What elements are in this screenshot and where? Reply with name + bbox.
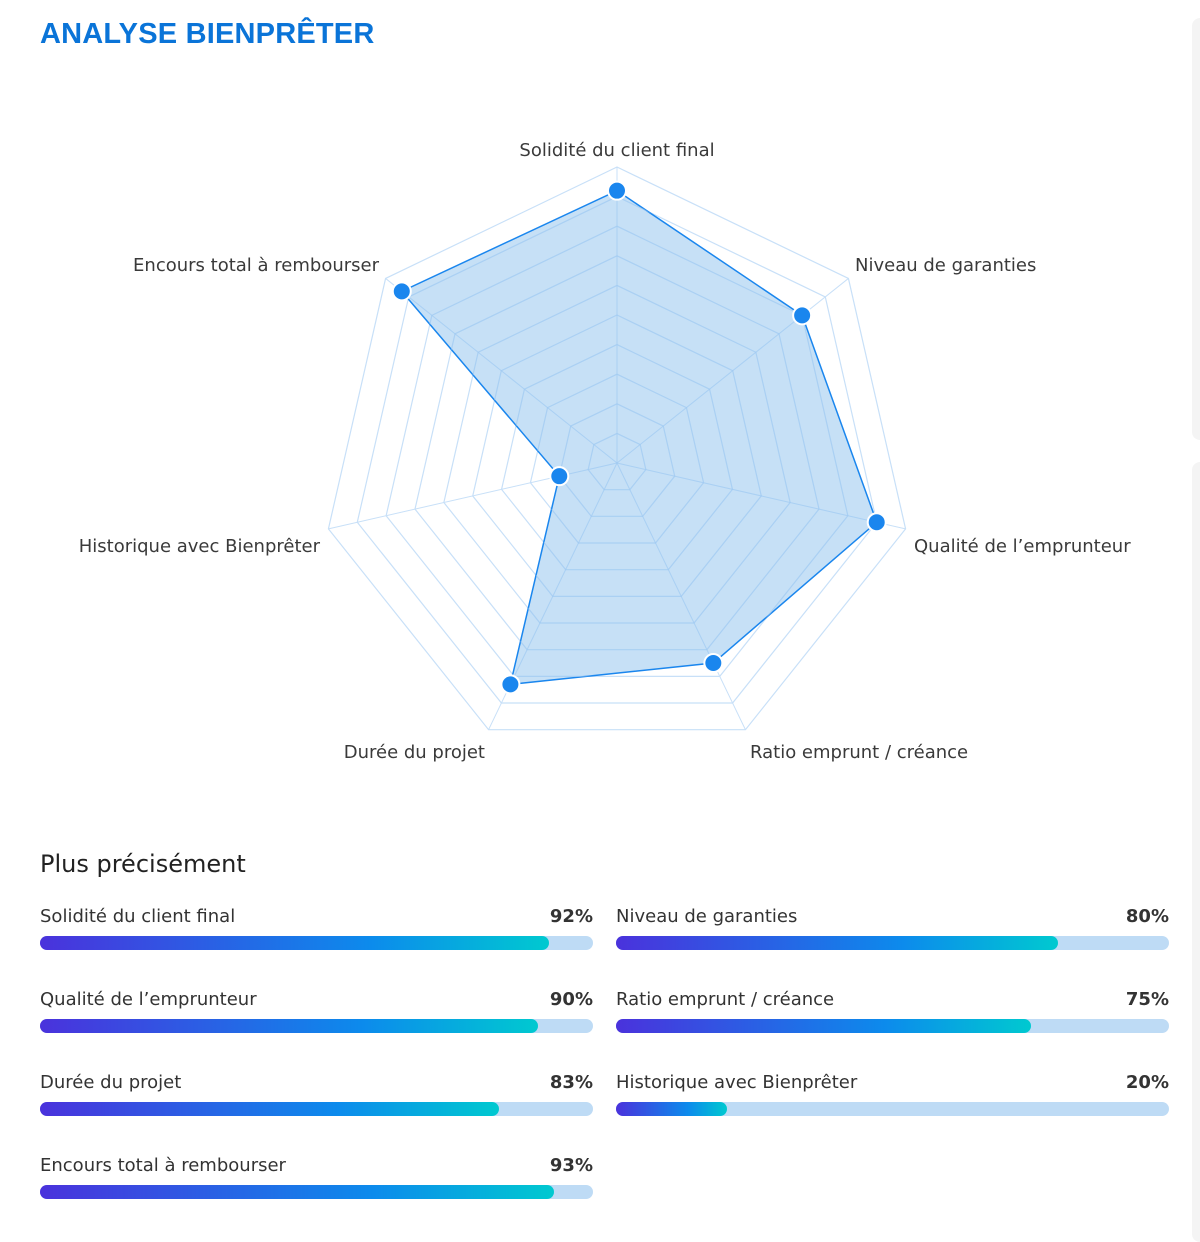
axis-label: Qualité de l’emprunteur xyxy=(914,536,1131,557)
grid-spoke xyxy=(488,462,618,685)
progress-track xyxy=(40,1019,593,1033)
section-title: Plus précisément xyxy=(40,850,246,878)
score-label: Qualité de l’emprunteur xyxy=(40,989,257,1010)
score-item: Niveau de garanties 80% xyxy=(616,906,1169,966)
grid-spoke xyxy=(401,278,618,464)
progress-fill xyxy=(616,936,1059,950)
side-panel xyxy=(1192,18,1200,440)
score-percent: 80% xyxy=(1125,906,1169,927)
grid-ring xyxy=(529,373,705,544)
score-item: Qualité de l’emprunteur 90% xyxy=(40,989,593,1049)
data-point[interactable] xyxy=(866,512,887,533)
radar-chart: Solidité du client final Niveau de garan… xyxy=(79,140,1131,763)
axis-label: Encours total à rembourser xyxy=(133,255,380,276)
grid-ring xyxy=(558,403,676,517)
score-percent: 20% xyxy=(1125,1072,1169,1093)
axis-label: Historique avec Bienprêter xyxy=(79,536,321,557)
progress-track xyxy=(616,1019,1169,1033)
data-point[interactable] xyxy=(703,653,724,674)
score-item: Durée du projet 83% xyxy=(40,1072,593,1132)
score-item: Historique avec Bienprêter 20% xyxy=(616,1072,1169,1132)
grid-ring xyxy=(587,432,647,491)
score-label: Ratio emprunt / créance xyxy=(616,989,835,1010)
data-point[interactable] xyxy=(549,466,570,487)
score-percent: 90% xyxy=(549,989,593,1010)
score-label: Durée du projet xyxy=(40,1072,182,1093)
grid-spoke xyxy=(616,462,877,530)
data-point[interactable] xyxy=(792,305,813,326)
series-area xyxy=(400,189,878,686)
score-percent: 92% xyxy=(549,906,593,927)
progress-fill xyxy=(40,1102,499,1116)
axis-label: Durée du projet xyxy=(344,742,485,763)
score-percent: 83% xyxy=(549,1072,593,1093)
progress-track xyxy=(40,936,593,950)
data-point[interactable] xyxy=(607,180,627,201)
progress-track xyxy=(616,936,1169,950)
score-label: Historique avec Bienprêter xyxy=(616,1072,858,1093)
progress-track xyxy=(616,1102,1169,1116)
axis-label: Niveau de garanties xyxy=(855,255,1036,276)
data-point[interactable] xyxy=(391,281,412,302)
score-item: Ratio emprunt / créance 75% xyxy=(616,989,1169,1049)
score-label: Niveau de garanties xyxy=(616,906,798,927)
progress-fill xyxy=(616,1102,727,1116)
data-point[interactable] xyxy=(500,674,521,695)
score-item: Encours total à rembourser 93% xyxy=(40,1155,593,1215)
score-label: Solidité du client final xyxy=(40,906,236,927)
progress-fill xyxy=(616,1019,1031,1033)
progress-track xyxy=(40,1102,593,1116)
axis-label: Ratio emprunt / créance xyxy=(750,742,968,763)
grid-ring xyxy=(356,195,878,704)
score-percent: 75% xyxy=(1125,989,1169,1010)
grid-ring xyxy=(472,314,762,597)
score-label: Encours total à rembourser xyxy=(40,1155,286,1176)
progress-track xyxy=(40,1185,593,1199)
grid-ring xyxy=(327,166,907,731)
grid-ring xyxy=(500,343,734,571)
grid-spoke xyxy=(616,462,746,685)
progress-fill xyxy=(40,936,549,950)
page-title: ANALYSE BIENPRÊTER xyxy=(40,18,375,50)
axis-label: Solidité du client final xyxy=(519,140,714,161)
score-percent: 93% xyxy=(549,1155,593,1176)
progress-fill xyxy=(40,1185,555,1199)
side-panel xyxy=(1192,462,1200,1242)
progress-fill xyxy=(40,1019,538,1033)
score-item: Solidité du client final 92% xyxy=(40,906,593,966)
